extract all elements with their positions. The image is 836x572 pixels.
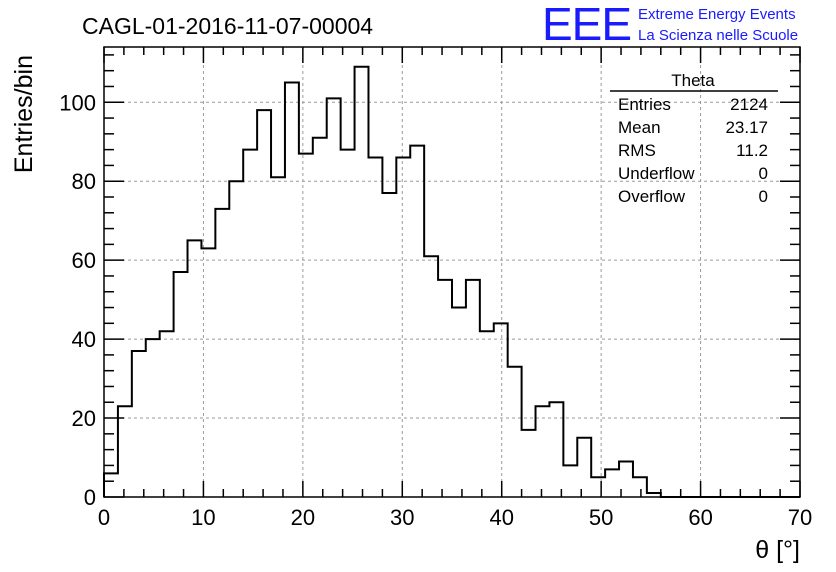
x-tick-label: 70 bbox=[788, 505, 812, 530]
stats-label: Underflow bbox=[618, 164, 695, 183]
histogram-bin bbox=[605, 469, 619, 497]
histogram-bin bbox=[382, 193, 396, 497]
x-tick-label: 0 bbox=[98, 505, 110, 530]
histogram-bin bbox=[285, 83, 299, 497]
x-axis-title: θ [°] bbox=[755, 536, 800, 564]
x-tick-labels: 0 10 20 30 40 50 60 70 bbox=[98, 505, 812, 530]
logo-line-2: La Scienza nelle Scuole bbox=[638, 27, 798, 44]
y-tick-label: 100 bbox=[59, 90, 96, 115]
y-tick-labels: 0 20 40 60 80 100 bbox=[59, 90, 96, 510]
y-tick-label: 80 bbox=[72, 169, 96, 194]
stats-label: Entries bbox=[618, 95, 671, 114]
x-tick-label: 30 bbox=[390, 505, 414, 530]
eee-logo: EEE Extreme Energy Events La Scienza nel… bbox=[542, 0, 798, 50]
stats-value: 0 bbox=[759, 164, 768, 183]
histogram-bin bbox=[410, 146, 424, 497]
axis-ticks bbox=[103, 47, 801, 498]
histogram-bin bbox=[174, 272, 188, 497]
histogram-bin bbox=[215, 209, 229, 497]
stats-rows: Entries 2124 Mean 23.17 RMS 11.2 Underflow 0 Ove… bbox=[618, 95, 768, 206]
histogram-bin bbox=[424, 256, 438, 497]
histogram-bin bbox=[438, 280, 452, 497]
histogram-bin bbox=[508, 367, 522, 497]
x-tick-label: 60 bbox=[688, 505, 712, 530]
logo-mark: EEE bbox=[542, 0, 631, 50]
stats-box: Theta Entries 2124 Mean 23.17 RMS 11.2 Underfl… bbox=[610, 71, 778, 206]
stats-label: RMS bbox=[618, 141, 656, 160]
stats-label: Overflow bbox=[618, 187, 686, 206]
histogram-bin bbox=[480, 331, 494, 497]
stats-name: Theta bbox=[671, 71, 715, 90]
histogram-bin bbox=[188, 240, 202, 497]
x-tick-label: 10 bbox=[191, 505, 215, 530]
y-tick-label: 0 bbox=[84, 485, 96, 510]
x-tick-label: 50 bbox=[589, 505, 613, 530]
x-tick-label: 40 bbox=[489, 505, 513, 530]
y-tick-label: 60 bbox=[72, 248, 96, 273]
y-axis-title: Entries/bin bbox=[10, 55, 38, 173]
histogram-bin bbox=[299, 154, 313, 497]
stats-value: 23.17 bbox=[725, 118, 768, 137]
y-tick-label: 20 bbox=[72, 406, 96, 431]
stats-value: 0 bbox=[759, 187, 768, 206]
histogram-bin bbox=[591, 477, 605, 497]
histogram-bin bbox=[577, 438, 591, 497]
plot-frame bbox=[103, 46, 801, 498]
histogram-bin bbox=[118, 406, 132, 497]
histogram-bin bbox=[132, 351, 146, 497]
histogram-bin bbox=[452, 308, 466, 497]
histogram-bin bbox=[368, 158, 382, 497]
histogram-bars bbox=[104, 67, 661, 497]
stats-value: 11.2 bbox=[736, 141, 768, 160]
histogram-bin bbox=[633, 477, 647, 497]
histogram-bin bbox=[313, 138, 327, 497]
y-tick-label: 40 bbox=[72, 327, 96, 352]
histogram-bin bbox=[396, 158, 410, 497]
histogram-step-line bbox=[103, 65, 800, 498]
histogram-bin bbox=[536, 406, 550, 497]
stats-label: Mean bbox=[618, 118, 661, 137]
histogram-bin bbox=[271, 177, 285, 497]
histogram-bin bbox=[104, 473, 118, 497]
stats-value: 2124 bbox=[730, 95, 768, 114]
logo-line-1: Extreme Energy Events bbox=[638, 6, 796, 23]
histogram-bin bbox=[494, 323, 508, 497]
histogram-bin bbox=[341, 150, 355, 497]
chart-title: CAGL-01-2016-11-07-00004 bbox=[82, 13, 373, 39]
histogram-outline bbox=[103, 65, 800, 498]
histogram-bin bbox=[522, 430, 536, 497]
histogram-bin bbox=[243, 150, 257, 497]
histogram-bin bbox=[549, 402, 563, 497]
histogram-bin bbox=[355, 67, 369, 497]
grid-lines bbox=[104, 47, 800, 497]
histogram-bin bbox=[327, 98, 341, 497]
histogram-bin bbox=[466, 280, 480, 497]
x-tick-label: 20 bbox=[291, 505, 315, 530]
histogram-bin bbox=[563, 465, 577, 497]
histogram-bin bbox=[160, 331, 174, 497]
histogram-bin bbox=[257, 110, 271, 497]
